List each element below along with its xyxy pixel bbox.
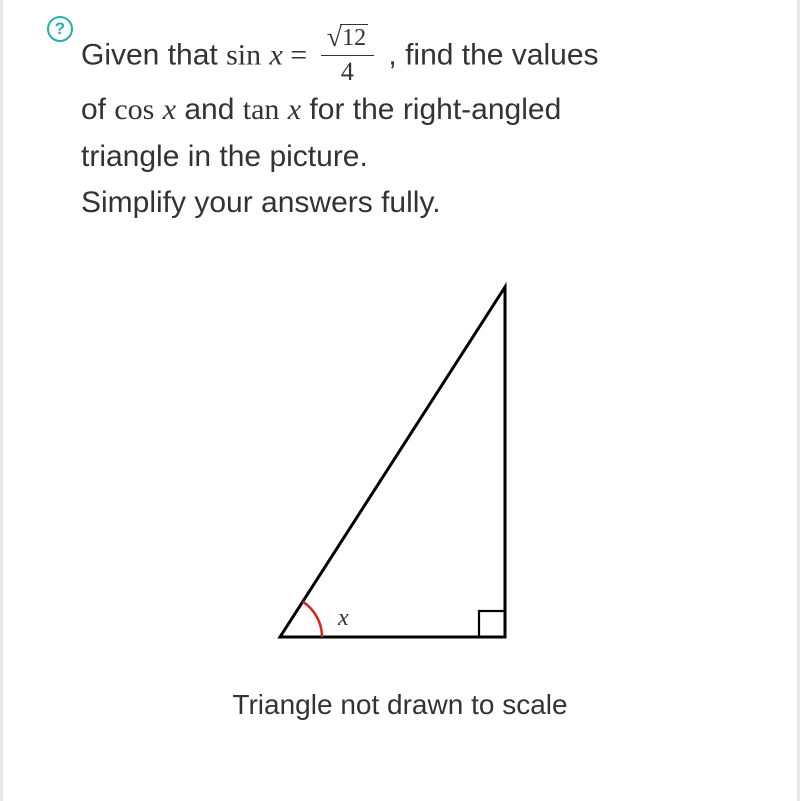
fraction: √ 12 4 [321, 24, 374, 85]
help-icon-glyph: ? [55, 19, 65, 39]
right-angle-box [479, 611, 505, 637]
fraction-den: 4 [335, 56, 360, 85]
question-text: Given that sin x = √ 12 4 , find the val… [81, 26, 749, 227]
q-line2-a: of [81, 93, 114, 126]
q-x2: x [163, 93, 176, 126]
help-icon[interactable]: ? [47, 16, 73, 42]
q-sin: sin [226, 38, 261, 71]
q-cos: cos [114, 93, 154, 126]
scale-note: Triangle not drawn to scale [232, 689, 567, 721]
fraction-num: √ 12 [321, 24, 374, 56]
q-line1-a: Given that [81, 38, 226, 71]
q-line3: triangle in the picture. [81, 140, 368, 173]
figure-area: x Triangle not drawn to scale [51, 267, 749, 721]
q-line2-and: and [176, 93, 243, 126]
q-line1-b: , find the values [380, 38, 598, 71]
q-eq: = [283, 38, 315, 71]
triangle-svg: x [235, 267, 565, 667]
sqrt: √ 12 [327, 24, 368, 52]
q-x3: x [288, 93, 301, 126]
q-tan: tan [243, 93, 280, 126]
q-x1: x [269, 38, 282, 71]
q-line2-b: for the right-angled [301, 93, 561, 126]
q-line4: Simplify your answers fully. [81, 186, 441, 219]
triangle-path [280, 287, 505, 637]
angle-label: x [337, 605, 349, 631]
angle-arc [303, 601, 322, 636]
sqrt-arg: 12 [340, 24, 368, 51]
